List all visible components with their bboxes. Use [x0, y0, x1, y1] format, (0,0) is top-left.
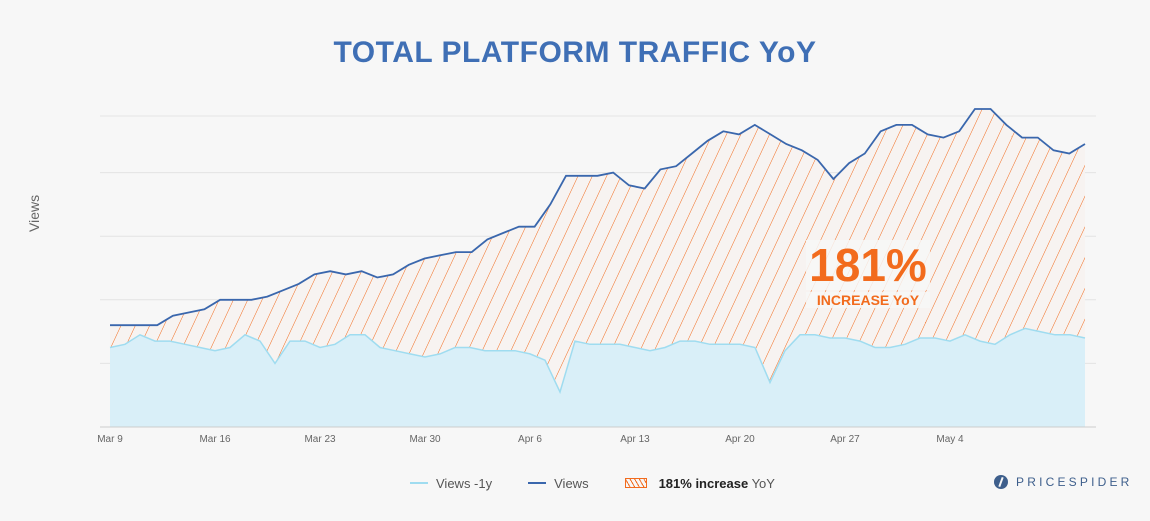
legend-swatch-views-prev-year: [410, 482, 428, 484]
yoy-increase-hatch-area: [110, 109, 1085, 392]
views-line: [110, 108, 1086, 327]
legend-label-increase-bold: 181% increase: [658, 475, 749, 491]
legend-item-yoy-increase[interactable]: 181% increase YoY: [624, 475, 775, 491]
x-tick-label: Apr 20: [725, 434, 755, 445]
spider-logo-icon: [994, 475, 1008, 489]
x-tick-label: Mar 9: [97, 434, 123, 445]
legend-item-views-prev-year[interactable]: Views -1y: [410, 476, 492, 491]
increase-label: INCREASE YoY: [806, 292, 930, 308]
views-prev-year-area: [110, 328, 1085, 427]
x-tick-label: Apr 13: [620, 434, 650, 445]
chart-title: TOTAL PLATFORM TRAFFIC YoY: [333, 36, 817, 69]
legend-label-increase-rest: YoY: [748, 475, 775, 491]
logo-text: PRICESPIDER: [1016, 475, 1133, 489]
x-tick-label: Apr 6: [518, 434, 542, 445]
x-tick-label: Apr 27: [830, 434, 860, 445]
increase-value: 181%: [806, 240, 930, 290]
views-prev-year-line: [109, 327, 1086, 395]
increase-annotation: 181% INCREASE YoY: [806, 240, 930, 308]
x-tick-label: Mar 16: [199, 434, 231, 445]
legend-label-views-prev-year: Views -1y: [436, 475, 493, 491]
x-tick-label: May 4: [936, 434, 964, 445]
pricespider-logo: PRICESPIDER: [994, 475, 1133, 489]
chart-legend: Views -1y Views 181% increase YoY: [410, 474, 811, 492]
x-tick-label: Mar 23: [304, 434, 336, 445]
legend-swatch-views: [528, 482, 547, 484]
legend-swatch-hatch: [624, 478, 647, 488]
legend-label-views: Views: [554, 475, 589, 491]
x-axis-ticks: Mar 9 Mar 16 Mar 23 Mar 30 Apr 6 Apr 13 Apr 20…: [97, 434, 964, 445]
x-tick-label: Mar 30: [409, 434, 441, 445]
legend-item-views[interactable]: Views: [528, 475, 589, 491]
